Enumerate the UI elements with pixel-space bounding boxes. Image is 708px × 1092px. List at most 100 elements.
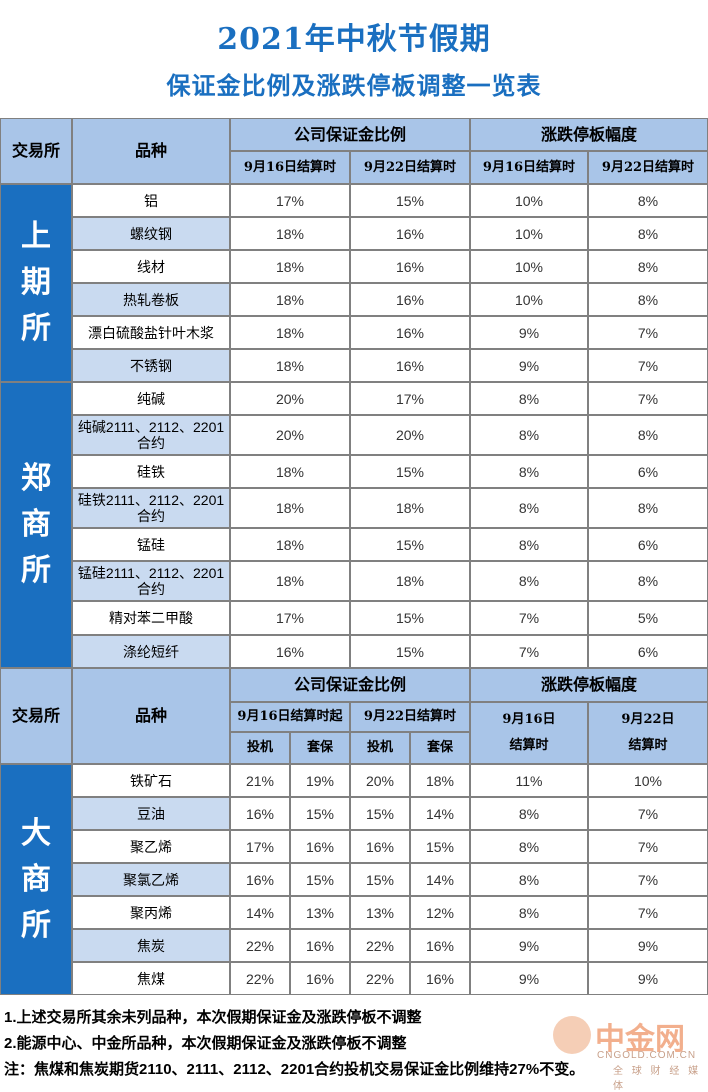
variety-name: 涤纶短纤	[72, 635, 230, 668]
table-cell: 15%	[350, 635, 470, 668]
table-cell: 5%	[588, 601, 708, 635]
table-cell: 6%	[588, 528, 708, 561]
table-cell: 8%	[588, 488, 708, 528]
variety-name: 焦炭	[72, 929, 230, 962]
header-limit-date: 9月16日 结算时	[470, 702, 588, 764]
exchange-czce: 郑商所	[0, 382, 72, 668]
header-margin: 公司保证金比例	[230, 668, 470, 702]
table-cell: 15%	[350, 528, 470, 561]
table-cell: 11%	[470, 764, 588, 797]
table-cell: 8%	[470, 528, 588, 561]
variety-name: 聚丙烯	[72, 896, 230, 929]
table-cell: 18%	[230, 316, 350, 349]
table-cell: 6%	[588, 635, 708, 668]
table-cell: 18%	[350, 561, 470, 601]
table-cell: 14%	[410, 863, 470, 896]
table-cell: 8%	[470, 863, 588, 896]
header-date: 9月22日结算时	[350, 151, 470, 184]
table-cell: 7%	[588, 830, 708, 863]
exchange-char: 商	[21, 861, 51, 897]
variety-name: 螺纹钢	[72, 217, 230, 250]
header-date: 9月22日结算时	[588, 151, 708, 184]
header-margin: 公司保证金比例	[230, 118, 470, 151]
table-cell: 16%	[410, 929, 470, 962]
table-cell: 16%	[350, 283, 470, 316]
note-1: 1.上述交易所其余未列品种，本次假期保证金及涨跌停板不调整	[4, 1009, 422, 1026]
header-exchange: 交易所	[0, 668, 72, 764]
header-hedge: 套保	[410, 732, 470, 764]
table-cell: 18%	[350, 488, 470, 528]
table-cell: 8%	[588, 250, 708, 283]
table-cell: 16%	[290, 830, 350, 863]
table-cell: 9%	[470, 929, 588, 962]
table-cell: 8%	[470, 382, 588, 415]
table-cell: 16%	[230, 635, 350, 668]
header-limit: 涨跌停板幅度	[470, 118, 708, 151]
variety-name: 纯碱	[72, 382, 230, 415]
table-cell: 19%	[290, 764, 350, 797]
header-spec: 投机	[230, 732, 290, 764]
variety-name: 漂白硫酸盐针叶木浆	[72, 316, 230, 349]
header-limit-date-line: 9月16日	[502, 712, 556, 727]
logo-text: 中金网	[595, 1022, 685, 1057]
table-cell: 8%	[470, 455, 588, 488]
table-cell: 7%	[588, 896, 708, 929]
exchange-char: 大	[21, 815, 51, 851]
variety-name: 锰硅	[72, 528, 230, 561]
variety-name: 线材	[72, 250, 230, 283]
exchange-char: 所	[21, 553, 51, 588]
variety-name: 铁矿石	[72, 764, 230, 797]
table-cell: 16%	[350, 349, 470, 382]
table-cell: 16%	[350, 316, 470, 349]
table-cell: 9%	[470, 316, 588, 349]
table-cell: 18%	[230, 561, 350, 601]
table-cell: 17%	[230, 184, 350, 217]
variety-name: 锰硅2111、2112、2201合约	[72, 561, 230, 601]
table-cell: 13%	[350, 896, 410, 929]
table-cell: 22%	[230, 962, 290, 995]
table-cell: 10%	[470, 283, 588, 316]
exchange-char: 期	[21, 265, 51, 300]
exchange-char: 上	[21, 219, 51, 254]
header-variety: 品种	[72, 668, 230, 764]
header-date: 9月22日结算时	[350, 702, 470, 732]
variety-name: 纯碱2111、2112、2201合约	[72, 415, 230, 455]
variety-name: 硅铁	[72, 455, 230, 488]
header-date: 9月16日结算时	[230, 151, 350, 184]
table-cell: 7%	[588, 316, 708, 349]
table-cell: 16%	[350, 250, 470, 283]
table-cell: 20%	[230, 382, 350, 415]
table-cell: 18%	[230, 217, 350, 250]
table-cell: 8%	[588, 184, 708, 217]
table-cell: 17%	[350, 382, 470, 415]
table-cell: 9%	[470, 962, 588, 995]
table-cell: 20%	[350, 764, 410, 797]
table-cell: 18%	[230, 349, 350, 382]
table-cell: 9%	[470, 349, 588, 382]
variety-name: 热轧卷板	[72, 283, 230, 316]
table-cell: 16%	[230, 797, 290, 830]
table-cell: 14%	[410, 797, 470, 830]
table-cell: 16%	[350, 830, 410, 863]
table-cell: 15%	[350, 184, 470, 217]
exchange-char: 商	[21, 507, 51, 542]
table-cell: 18%	[230, 488, 350, 528]
note-3: 注：焦煤和焦炭期货2110、2111、2112、2201合约投机交易保证金比例维…	[4, 1061, 585, 1078]
table-cell: 14%	[230, 896, 290, 929]
notes: 1.上述交易所其余未列品种，本次假期保证金及涨跌停板不调整 2.能源中心、中金所…	[0, 1000, 708, 1084]
table-cell: 15%	[410, 830, 470, 863]
exchange-char: 所	[21, 311, 51, 346]
logo-circle-icon	[553, 1016, 591, 1054]
header-limit-date: 9月22日 结算时	[588, 702, 708, 764]
header-variety: 品种	[72, 118, 230, 184]
header-date: 9月16日结算时	[470, 151, 588, 184]
table-cell: 17%	[230, 601, 350, 635]
table-cell: 9%	[588, 929, 708, 962]
table-cell: 7%	[588, 863, 708, 896]
variety-name: 聚氯乙烯	[72, 863, 230, 896]
table-cell: 15%	[290, 863, 350, 896]
table-cell: 8%	[588, 415, 708, 455]
table-cell: 7%	[588, 382, 708, 415]
table-cell: 7%	[470, 635, 588, 668]
table-cell: 18%	[230, 250, 350, 283]
